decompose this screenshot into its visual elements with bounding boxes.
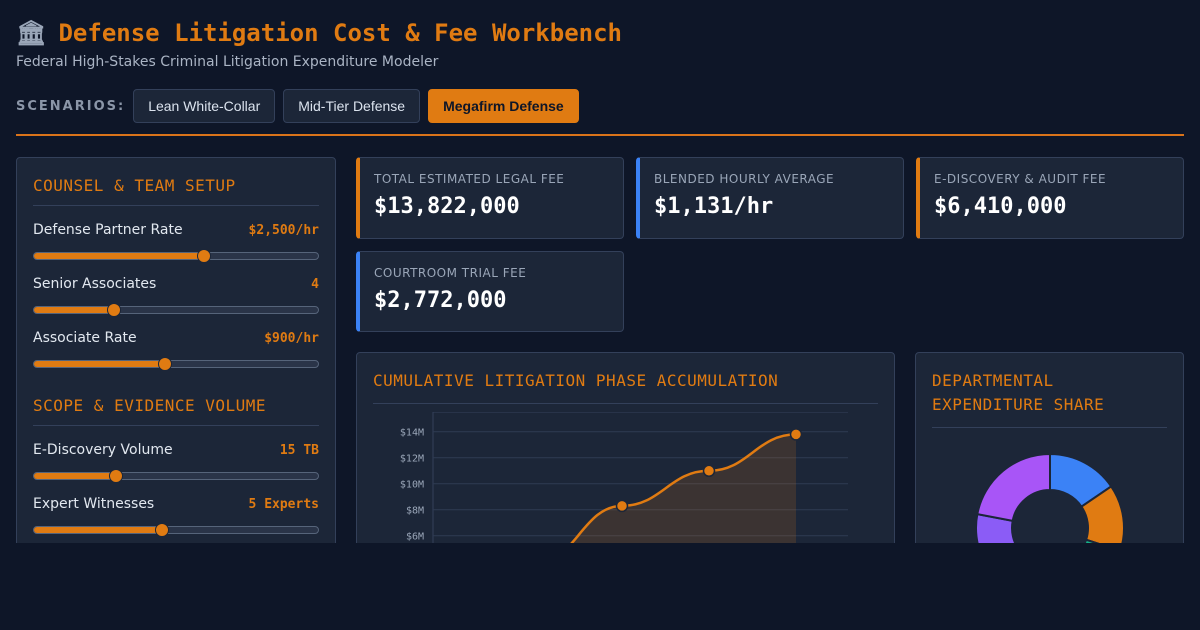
scope-section-title: SCOPE & EVIDENCE VOLUME — [33, 396, 319, 426]
associate-rate-value: $900/hr — [264, 330, 319, 346]
slider-fill — [34, 527, 162, 533]
y-tick-label: $10M — [400, 479, 424, 490]
associate-rate-label: Associate Rate — [33, 330, 137, 346]
header: 🏛 Defense Litigation Cost & Fee Workbenc… — [16, 16, 622, 70]
y-tick-label: $12M — [400, 453, 424, 464]
slider-fill — [34, 307, 114, 313]
slider-fill — [34, 473, 117, 479]
ediscovery-slider[interactable] — [33, 469, 319, 483]
slider-thumb[interactable] — [106, 303, 121, 317]
scenario-midtier-button[interactable]: Mid-Tier Defense — [283, 89, 421, 123]
y-tick-label: $6M — [406, 531, 424, 542]
ediscovery-value: 15 TB — [279, 442, 319, 458]
partner-rate-label: Defense Partner Rate — [33, 222, 183, 238]
senior-associates-slider[interactable] — [33, 303, 319, 317]
kpi-value: $1,131/hr — [654, 194, 774, 219]
scenario-lean-button[interactable]: Lean White-Collar — [133, 89, 276, 123]
scenario-megafirm-button[interactable]: Megafirm Defense — [428, 89, 579, 123]
kpi-label: TOTAL ESTIMATED LEGAL FEE — [374, 172, 565, 186]
counsel-section-title: COUNSEL & TEAM SETUP — [33, 176, 319, 206]
slider-thumb[interactable] — [154, 523, 169, 537]
kpi-label: COURTROOM TRIAL FEE — [374, 266, 527, 280]
expert-witnesses-value: 5 Experts — [248, 496, 319, 512]
partner-rate-slider[interactable] — [33, 249, 319, 263]
expert-witnesses-slider[interactable] — [33, 523, 319, 537]
phase-accumulation-chart: $14M $12M $10M $8M $6M — [400, 412, 848, 572]
donut-slice[interactable] — [976, 452, 1051, 523]
partner-rate-control: Defense Partner Rate $2,500/hr — [33, 222, 319, 263]
kpi-label: E-DISCOVERY & AUDIT FEE — [934, 172, 1107, 186]
kpi-ediscovery-fee: E-DISCOVERY & AUDIT FEE $6,410,000 — [916, 157, 1184, 239]
slider-thumb[interactable] — [157, 357, 172, 371]
kpi-trial-fee: COURTROOM TRIAL FEE $2,772,000 — [356, 251, 624, 332]
kpi-total-fee: TOTAL ESTIMATED LEGAL FEE $13,822,000 — [356, 157, 624, 239]
slider-fill — [34, 253, 205, 259]
title-text: Defense Litigation Cost & Fee Workbench — [58, 19, 622, 47]
kpi-label: BLENDED HOURLY AVERAGE — [654, 172, 835, 186]
donut-chart-title: DEPARTMENTAL EXPENDITURE SHARE — [932, 369, 1167, 428]
data-point[interactable] — [789, 428, 803, 441]
senior-associates-control: Senior Associates 4 — [33, 276, 319, 317]
kpi-value: $13,822,000 — [374, 194, 520, 219]
page-subtitle: Federal High-Stakes Criminal Litigation … — [16, 54, 439, 70]
expert-witnesses-control: Expert Witnesses 5 Experts — [33, 496, 319, 537]
senior-associates-label: Senior Associates — [33, 276, 157, 292]
y-tick-label: $14M — [400, 427, 424, 438]
associate-rate-slider[interactable] — [33, 357, 319, 371]
slider-thumb[interactable] — [109, 469, 124, 483]
scenarios-label: SCENARIOS: — [16, 98, 126, 114]
ediscovery-label: E-Discovery Volume — [33, 442, 173, 458]
controls-panel: COUNSEL & TEAM SETUP Defense Partner Rat… — [16, 157, 336, 577]
page-title: 🏛 Defense Litigation Cost & Fee Workbenc… — [16, 16, 622, 50]
page-cutoff — [0, 543, 1200, 630]
data-point[interactable] — [615, 499, 629, 513]
kpi-blended-hourly: BLENDED HOURLY AVERAGE $1,131/hr — [636, 157, 904, 239]
partner-rate-value: $2,500/hr — [248, 222, 319, 238]
courthouse-icon: 🏛 — [16, 19, 47, 47]
slider-thumb[interactable] — [197, 249, 212, 263]
data-point[interactable] — [702, 464, 716, 478]
series-area — [493, 434, 796, 572]
expert-witnesses-label: Expert Witnesses — [33, 496, 155, 512]
ediscovery-control: E-Discovery Volume 15 TB — [33, 442, 319, 483]
kpi-value: $2,772,000 — [374, 288, 507, 313]
header-divider — [16, 134, 1184, 136]
scenario-bar: SCENARIOS: Lean White-Collar Mid-Tier De… — [16, 89, 579, 123]
phase-chart-title: CUMULATIVE LITIGATION PHASE ACCUMULATION — [373, 369, 878, 404]
senior-associates-value: 4 — [311, 276, 319, 292]
slider-fill — [34, 361, 165, 367]
associate-rate-control: Associate Rate $900/hr — [33, 330, 319, 371]
kpi-value: $6,410,000 — [934, 194, 1067, 219]
y-tick-label: $8M — [406, 505, 424, 516]
